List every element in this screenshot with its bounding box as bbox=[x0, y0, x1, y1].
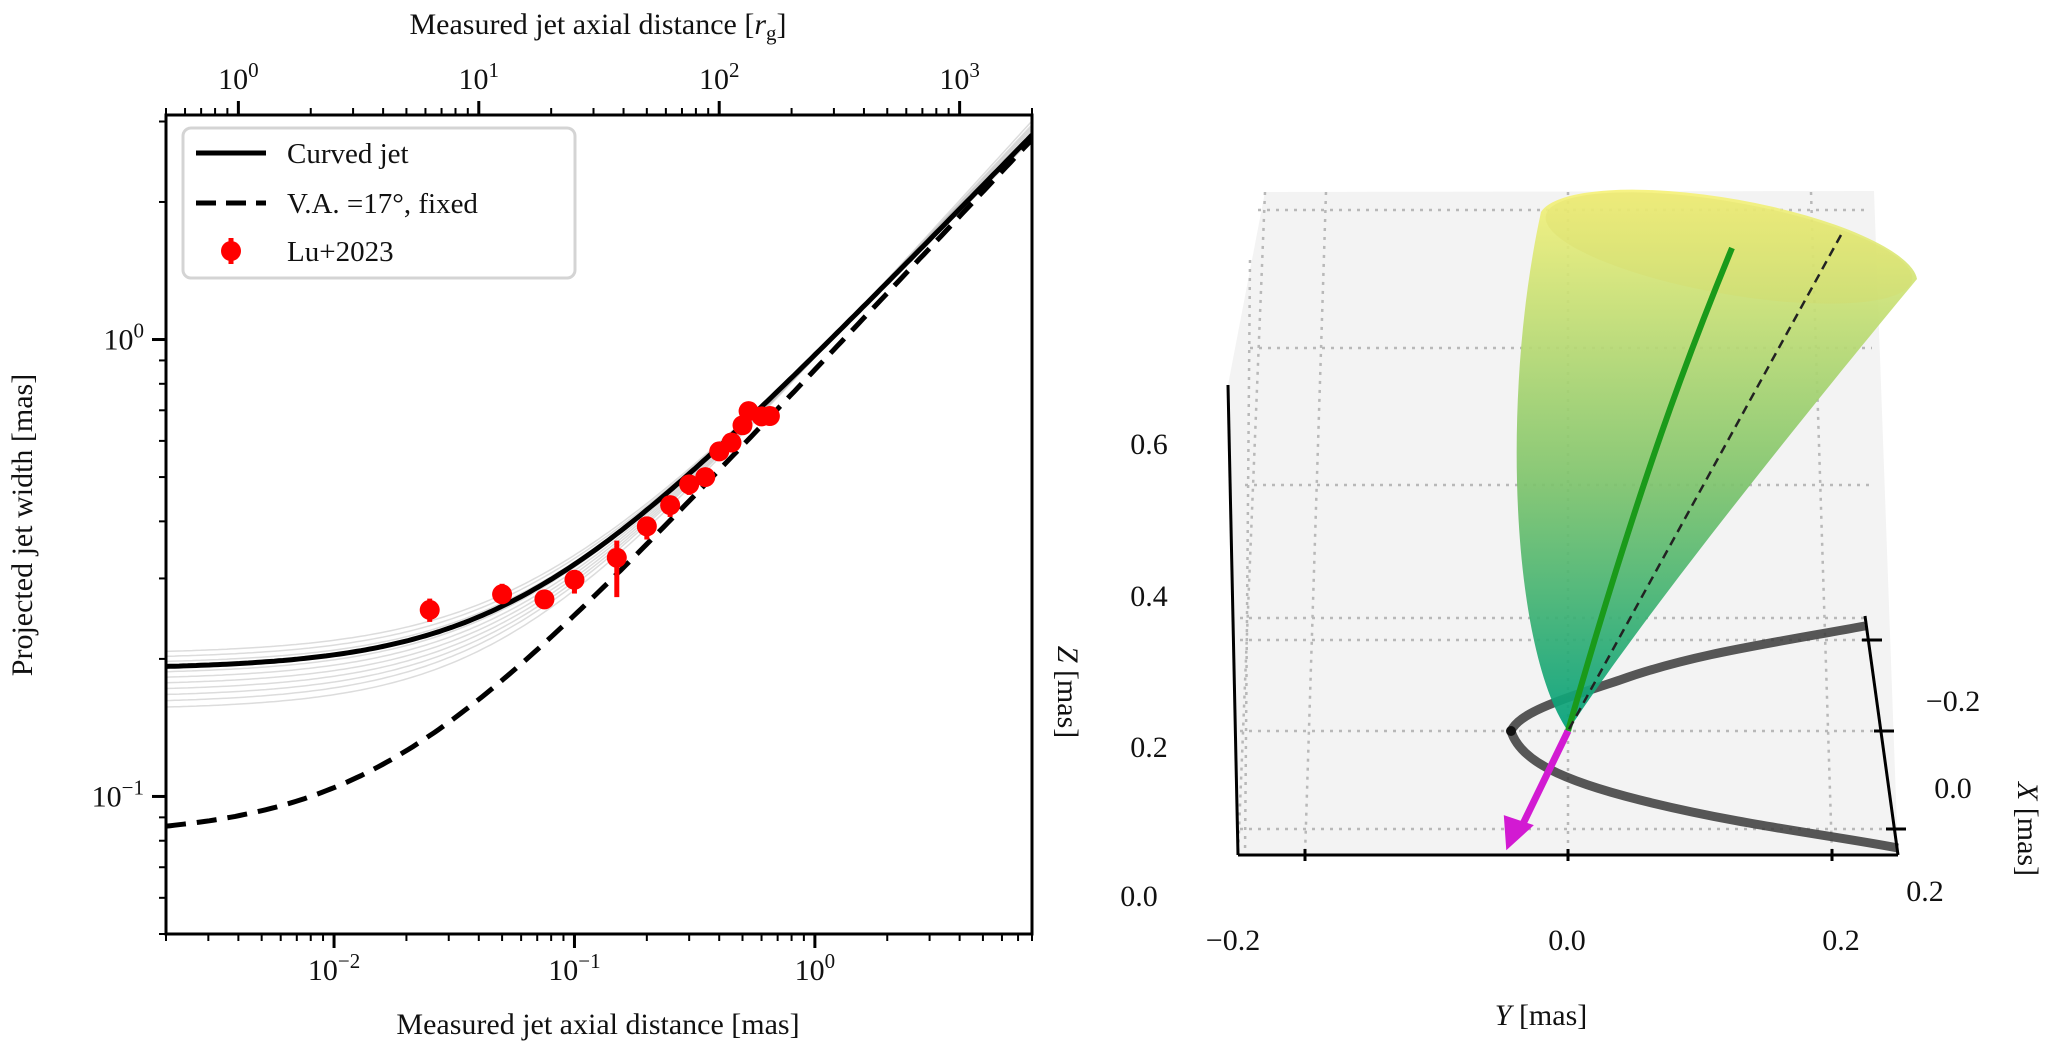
x-tick-label: 0.0 bbox=[1934, 772, 1972, 805]
x-tick-label: 0.2 bbox=[1906, 875, 1944, 908]
legend-label-curved-jet: Curved jet bbox=[287, 138, 409, 170]
y-tick-label: 100 bbox=[104, 319, 145, 357]
y-tick-label: 0.0 bbox=[1548, 924, 1586, 957]
data-point bbox=[660, 495, 681, 516]
data-point bbox=[492, 584, 513, 605]
y-tick-label: −0.2 bbox=[1206, 924, 1260, 957]
top-tick-label: 102 bbox=[699, 58, 740, 96]
x-axis-label: Measured jet axial distance [mas] bbox=[396, 1008, 799, 1041]
curve-vertex-marker bbox=[1506, 726, 1516, 736]
y-tick-label: 10−1 bbox=[92, 775, 144, 813]
legend-label-lu2023: Lu+2023 bbox=[287, 236, 394, 268]
axis-ticks: 10−2 10−1 100 100 101 102 103 10−1 100 bbox=[92, 58, 1033, 987]
data-point bbox=[564, 569, 585, 590]
legend-box bbox=[181, 126, 577, 280]
legend: Curved jet V.A. =17°, fixed Lu+2023 bbox=[181, 126, 577, 280]
x-tick-label: −0.2 bbox=[1926, 685, 1980, 718]
top-tick-label: 103 bbox=[939, 58, 980, 96]
curved-jet-line bbox=[166, 133, 1032, 669]
x-axis-line bbox=[1863, 615, 1900, 856]
z-tick-label: 0.4 bbox=[1130, 580, 1168, 613]
data-point bbox=[534, 589, 555, 610]
z-tick-label: 0.2 bbox=[1130, 731, 1168, 764]
z-tick-label: 0.0 bbox=[1120, 880, 1158, 913]
data-point bbox=[606, 547, 627, 568]
data-point bbox=[636, 516, 657, 537]
top-tick-label: 100 bbox=[218, 58, 259, 96]
z-axis-line bbox=[1226, 384, 1240, 856]
top-tick-label: 101 bbox=[459, 58, 500, 96]
top-x-axis-label: Measured jet axial distance [rg] bbox=[409, 8, 786, 45]
z-tick-label: 0.6 bbox=[1130, 428, 1168, 461]
x-axis-label-3d: X [mas] bbox=[2011, 781, 2044, 876]
fixed-angle-dashed-line bbox=[166, 137, 1032, 829]
data-points bbox=[419, 401, 780, 622]
data-point bbox=[679, 474, 700, 495]
data-point bbox=[419, 599, 440, 620]
x-tick-label: 10−1 bbox=[548, 949, 600, 987]
straight-axis-dashed-line bbox=[1566, 234, 1843, 732]
plot-lines bbox=[166, 120, 1032, 829]
legend-label-fixed: V.A. =17°, fixed bbox=[287, 188, 478, 220]
data-point bbox=[721, 432, 742, 453]
y-axis-label: Projected jet width [mas] bbox=[6, 374, 39, 676]
jet-width-plot: 10−2 10−1 100 100 101 102 103 10−1 100 Measured … bbox=[6, 8, 1034, 1041]
y-axis-label-3d: Y [mas] bbox=[1495, 999, 1588, 1032]
z-axis-label: Z [mas] bbox=[1051, 646, 1084, 739]
observer-arrow-head-icon bbox=[1503, 815, 1534, 851]
observer-arrow-shaft bbox=[1516, 729, 1572, 832]
data-point bbox=[695, 467, 716, 488]
plot-frame bbox=[164, 113, 1034, 936]
jet-3d-plot: 0.6 0.4 0.2 0.0 Z [mas] −0.2 0.0 0.2 Y [… bbox=[1051, 189, 2044, 1032]
x-tick-label: 100 bbox=[795, 949, 836, 987]
3d-axis-ticks bbox=[1303, 638, 1906, 861]
y-tick-label: 0.2 bbox=[1822, 924, 1860, 957]
jet-axis-line bbox=[1565, 246, 1735, 732]
x-tick-label: 10−2 bbox=[308, 949, 360, 987]
data-point bbox=[759, 406, 780, 427]
legend-marker-swatch bbox=[221, 241, 241, 261]
